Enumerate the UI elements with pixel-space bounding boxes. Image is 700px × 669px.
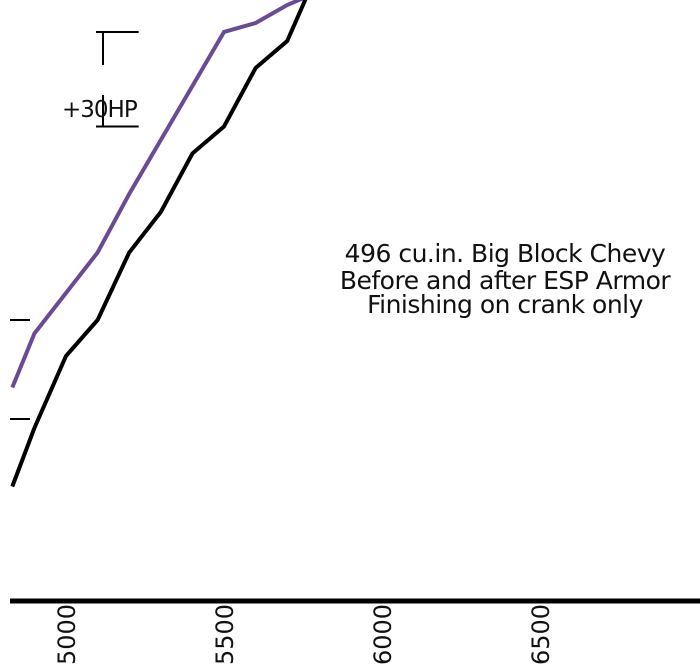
x-tick-label-6000: 6000 [369,604,397,665]
x-tick-label-6500: 6500 [527,604,555,665]
series-line-2 [10,0,308,488]
engine-annotation-line-3: Finishing on crank only [367,290,643,319]
x-tick-label-5000: 5000 [53,604,81,665]
x-tick-label-5500: 5500 [211,604,239,665]
gain-annotation-label: +30HP [62,97,138,123]
series-line-1 [10,0,304,389]
engine-annotation-line-1: 496 cu.in. Big Block Chevy [344,239,666,268]
engine-annotation-line-2: Before and after ESP Armor [339,266,671,295]
